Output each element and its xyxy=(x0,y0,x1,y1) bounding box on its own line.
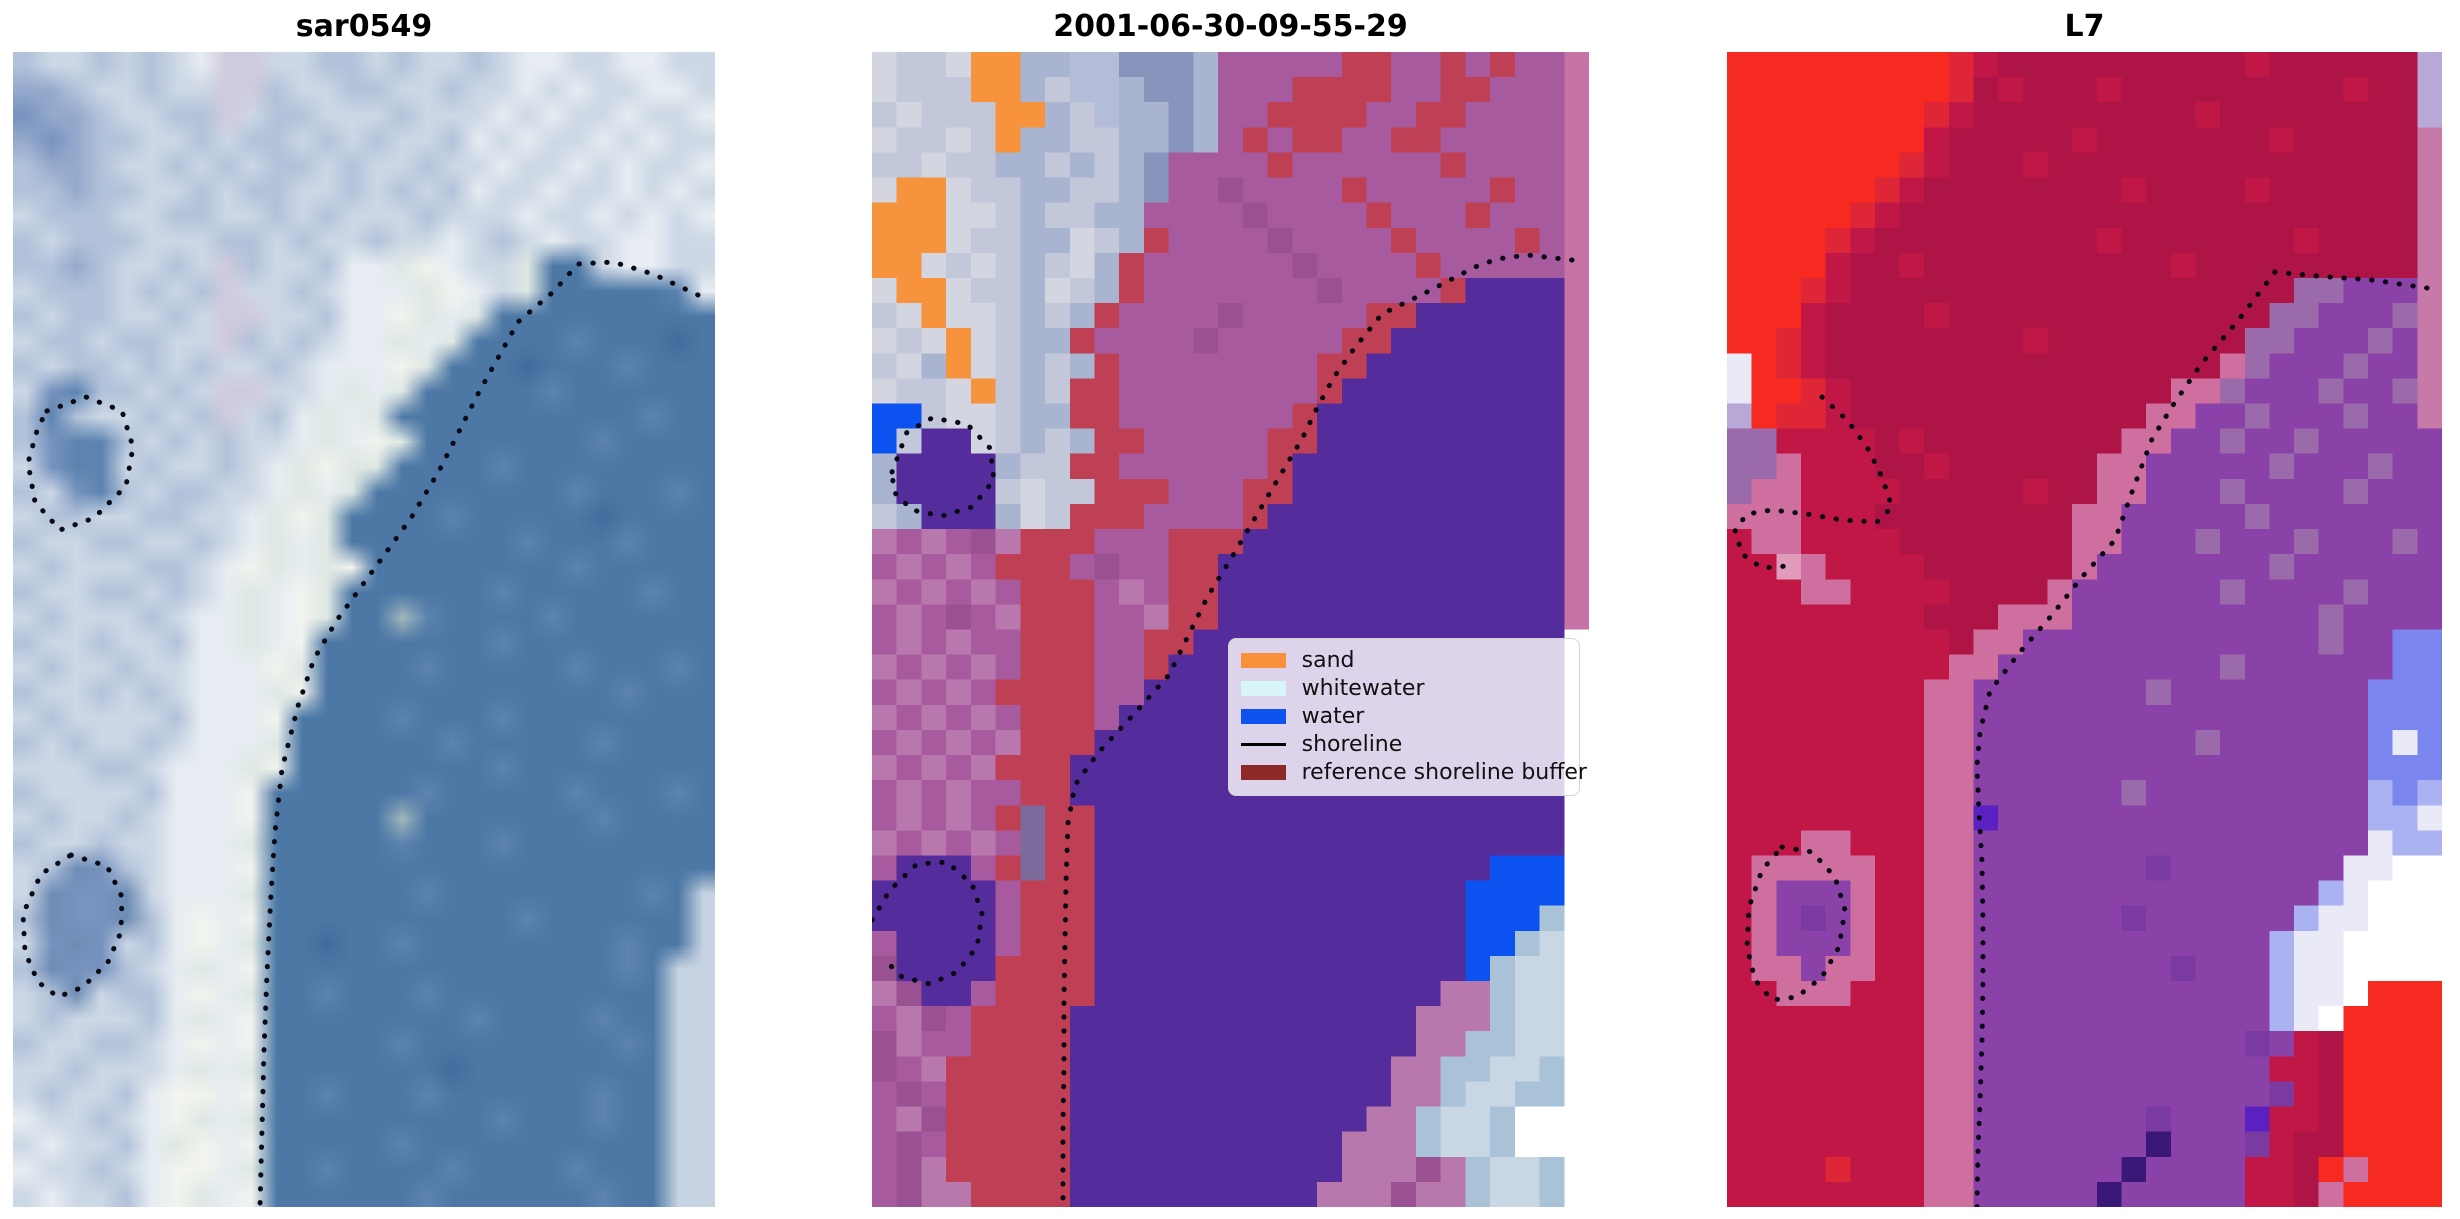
l7-image-canvas xyxy=(1727,52,2442,1207)
legend-entry-water: water xyxy=(1240,704,1569,730)
legend-entry-shoreline: shoreline xyxy=(1240,732,1569,758)
legend-entry-reference-buffer: reference shoreline buffer xyxy=(1240,760,1587,785)
legend-label: reference shoreline buffer xyxy=(1301,760,1587,786)
sand-swatch-icon xyxy=(1240,653,1286,669)
reference-buffer-swatch-icon xyxy=(1240,765,1286,781)
sar-image-canvas xyxy=(13,52,715,1207)
legend-label: sand xyxy=(1301,648,1355,674)
shoreline-line-icon xyxy=(1240,737,1286,752)
legend-label: whitewater xyxy=(1301,676,1425,702)
panel-sar-image xyxy=(13,52,715,1207)
classified-image-canvas xyxy=(872,52,1589,1207)
legend-label: shoreline xyxy=(1301,732,1403,758)
legend-entry-whitewater: whitewater xyxy=(1240,676,1569,702)
legend-entry-sand: sand xyxy=(1240,648,1569,674)
legend-label: water xyxy=(1301,704,1365,730)
panel-title-classified: 2001-06-30-09-55-29 xyxy=(1053,9,1408,44)
whitewater-swatch-icon xyxy=(1240,681,1286,697)
panel-classified-image: sand whitewater water shoreline referenc… xyxy=(872,52,1589,1207)
panel-title-l7: L7 xyxy=(2064,9,2105,44)
water-swatch-icon xyxy=(1240,709,1286,725)
panel-l7-image xyxy=(1727,52,2442,1207)
panel-title-sar: sar0549 xyxy=(295,9,433,44)
legend: sand whitewater water shoreline referenc… xyxy=(1227,637,1587,796)
